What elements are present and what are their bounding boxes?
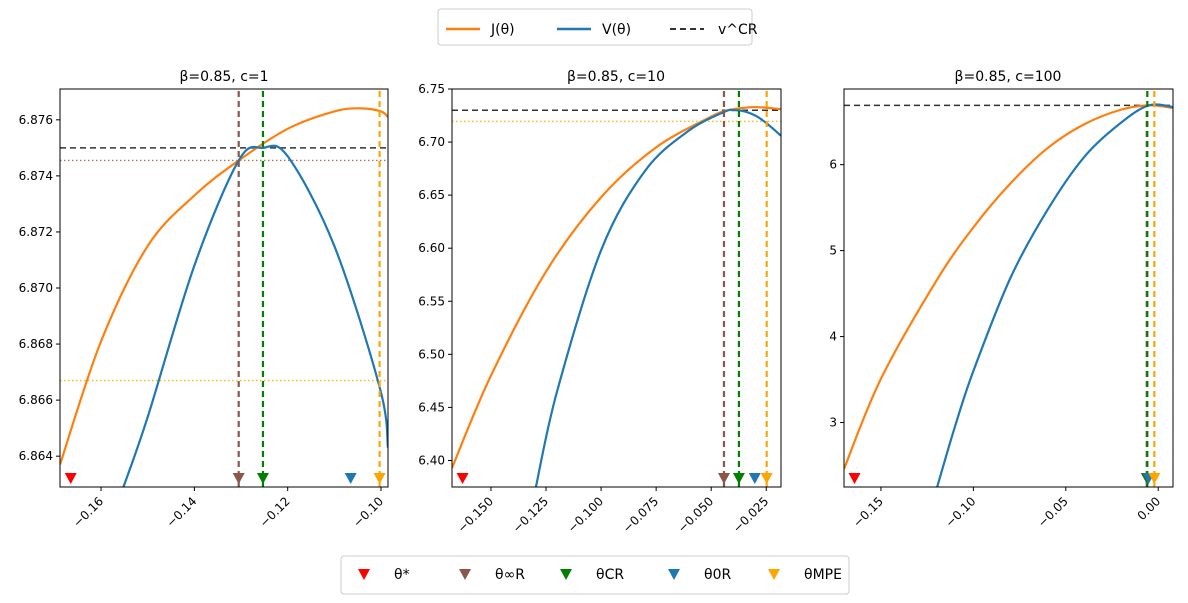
p1-xtick-label: −0.12 xyxy=(257,494,293,530)
p2-v-curve xyxy=(534,108,781,487)
p2-marker-theta-inf-r xyxy=(717,473,730,484)
legend-bottom: θ* θ∞R θCR θ0R θMPE xyxy=(340,555,850,595)
p1-ytick-label: 6.870 xyxy=(19,281,53,295)
p1-marker-theta-mpe xyxy=(373,473,386,484)
p3-ytick-label: 5 xyxy=(829,244,837,258)
p1-marker-theta-star xyxy=(64,473,77,484)
panel-1-title: β=0.85, c=1 xyxy=(179,69,268,85)
p1-j-curve xyxy=(60,107,388,465)
p1-marker-theta-cr xyxy=(256,473,269,484)
p3-ytick-label: 6 xyxy=(829,158,837,172)
p2-ytick-label: 6.55 xyxy=(418,294,445,308)
legend-theta-mpe-label: θMPE xyxy=(804,567,842,583)
p2-xtick-label: −0.075 xyxy=(620,494,661,535)
p1-ytick-label: 6.868 xyxy=(19,337,53,351)
p3-ytick-label: 4 xyxy=(829,330,837,344)
legend-theta-mpe-marker xyxy=(768,569,780,580)
p2-xtick-label: −0.100 xyxy=(565,494,606,535)
p3-marker-theta-mpe xyxy=(1148,473,1161,484)
legend-theta-0-r-marker xyxy=(668,569,680,580)
p2-ytick-label: 6.65 xyxy=(418,188,445,202)
legend-theta-0-r-label: θ0R xyxy=(704,567,731,583)
p1-xtick-label: −0.10 xyxy=(350,494,386,530)
p2-xtick-label: −0.125 xyxy=(510,494,551,535)
p2-ytick-label: 6.70 xyxy=(418,135,445,149)
legend-theta-star-marker xyxy=(358,569,370,580)
p3-ytick-label: 3 xyxy=(829,416,837,430)
p1-v-curve xyxy=(122,144,388,487)
p2-marker-theta-star xyxy=(456,473,469,484)
p2-xtick-label: −0.150 xyxy=(455,494,496,535)
p2-marker-theta-mpe xyxy=(760,473,773,484)
p3-xtick-label: −0.05 xyxy=(1035,494,1071,530)
legend-theta-star-label: θ* xyxy=(394,567,410,583)
p2-ytick-label: 6.45 xyxy=(418,400,445,414)
legend-v-label: V(θ) xyxy=(602,22,631,38)
p3-xtick-label: 0.00 xyxy=(1135,494,1164,523)
p3-v-curve xyxy=(936,103,1173,487)
p3-marker-theta-star xyxy=(848,473,861,484)
p1-ytick-label: 6.874 xyxy=(19,169,53,183)
p2-plot-area xyxy=(452,89,781,487)
p1-marker-theta-inf-r xyxy=(232,473,245,484)
p2-ytick-label: 6.60 xyxy=(418,241,445,255)
p3-xtick-label: −0.10 xyxy=(943,494,979,530)
panel-2: β=0.85, c=10 6.40 6.45 6.50 6.55 6.60 6.65 6.7… xyxy=(418,69,782,536)
panel-2-frame xyxy=(451,88,782,488)
legend-theta-inf-r-marker xyxy=(459,569,471,580)
p3-plot-area xyxy=(844,89,1173,487)
legend-top: J(θ) V(θ) v^CR xyxy=(437,8,758,46)
p1-plot-area xyxy=(60,89,388,487)
p2-ytick-label: 6.75 xyxy=(418,82,445,96)
p1-xtick-label: −0.16 xyxy=(70,494,106,530)
p3-j-curve xyxy=(844,104,1173,470)
p1-marker-theta-0-r xyxy=(344,473,357,484)
legend-theta-cr-label: θCR xyxy=(596,567,624,583)
p2-xtick-label: −0.025 xyxy=(730,494,771,535)
p2-xtick-label: −0.050 xyxy=(675,494,716,535)
p3-xtick-label: −0.15 xyxy=(850,494,886,530)
p2-j-curve xyxy=(452,105,781,469)
panel-2-title: β=0.85, c=10 xyxy=(567,69,665,85)
legend-theta-inf-r-label: θ∞R xyxy=(495,567,525,583)
p1-ytick-label: 6.876 xyxy=(19,113,53,127)
panel-1: β=0.85, c=1 6.864 6.866 6.868 6.870 6.872 6.8… xyxy=(19,69,389,530)
panel-1-frame xyxy=(59,88,389,488)
panel-3: β=0.85, c=100 3 4 5 6 −0.15 −0.10 −0.05 0.00 xyxy=(829,69,1174,530)
legend-j-label: J(θ) xyxy=(490,22,515,38)
p2-marker-theta-0-r xyxy=(748,473,761,484)
panel-3-frame xyxy=(843,88,1174,488)
p1-ytick-label: 6.866 xyxy=(19,393,53,407)
panel-3-title: β=0.85, c=100 xyxy=(955,69,1062,85)
p2-ytick-label: 6.50 xyxy=(418,347,445,361)
legend-theta-cr-marker xyxy=(560,569,572,580)
legend-vcr-label: v^CR xyxy=(718,22,758,38)
p2-marker-theta-cr xyxy=(732,473,745,484)
p1-ytick-label: 6.864 xyxy=(19,449,53,463)
p1-ytick-label: 6.872 xyxy=(19,225,53,239)
p2-ytick-label: 6.40 xyxy=(418,453,445,467)
p1-xtick-label: −0.14 xyxy=(164,494,200,530)
